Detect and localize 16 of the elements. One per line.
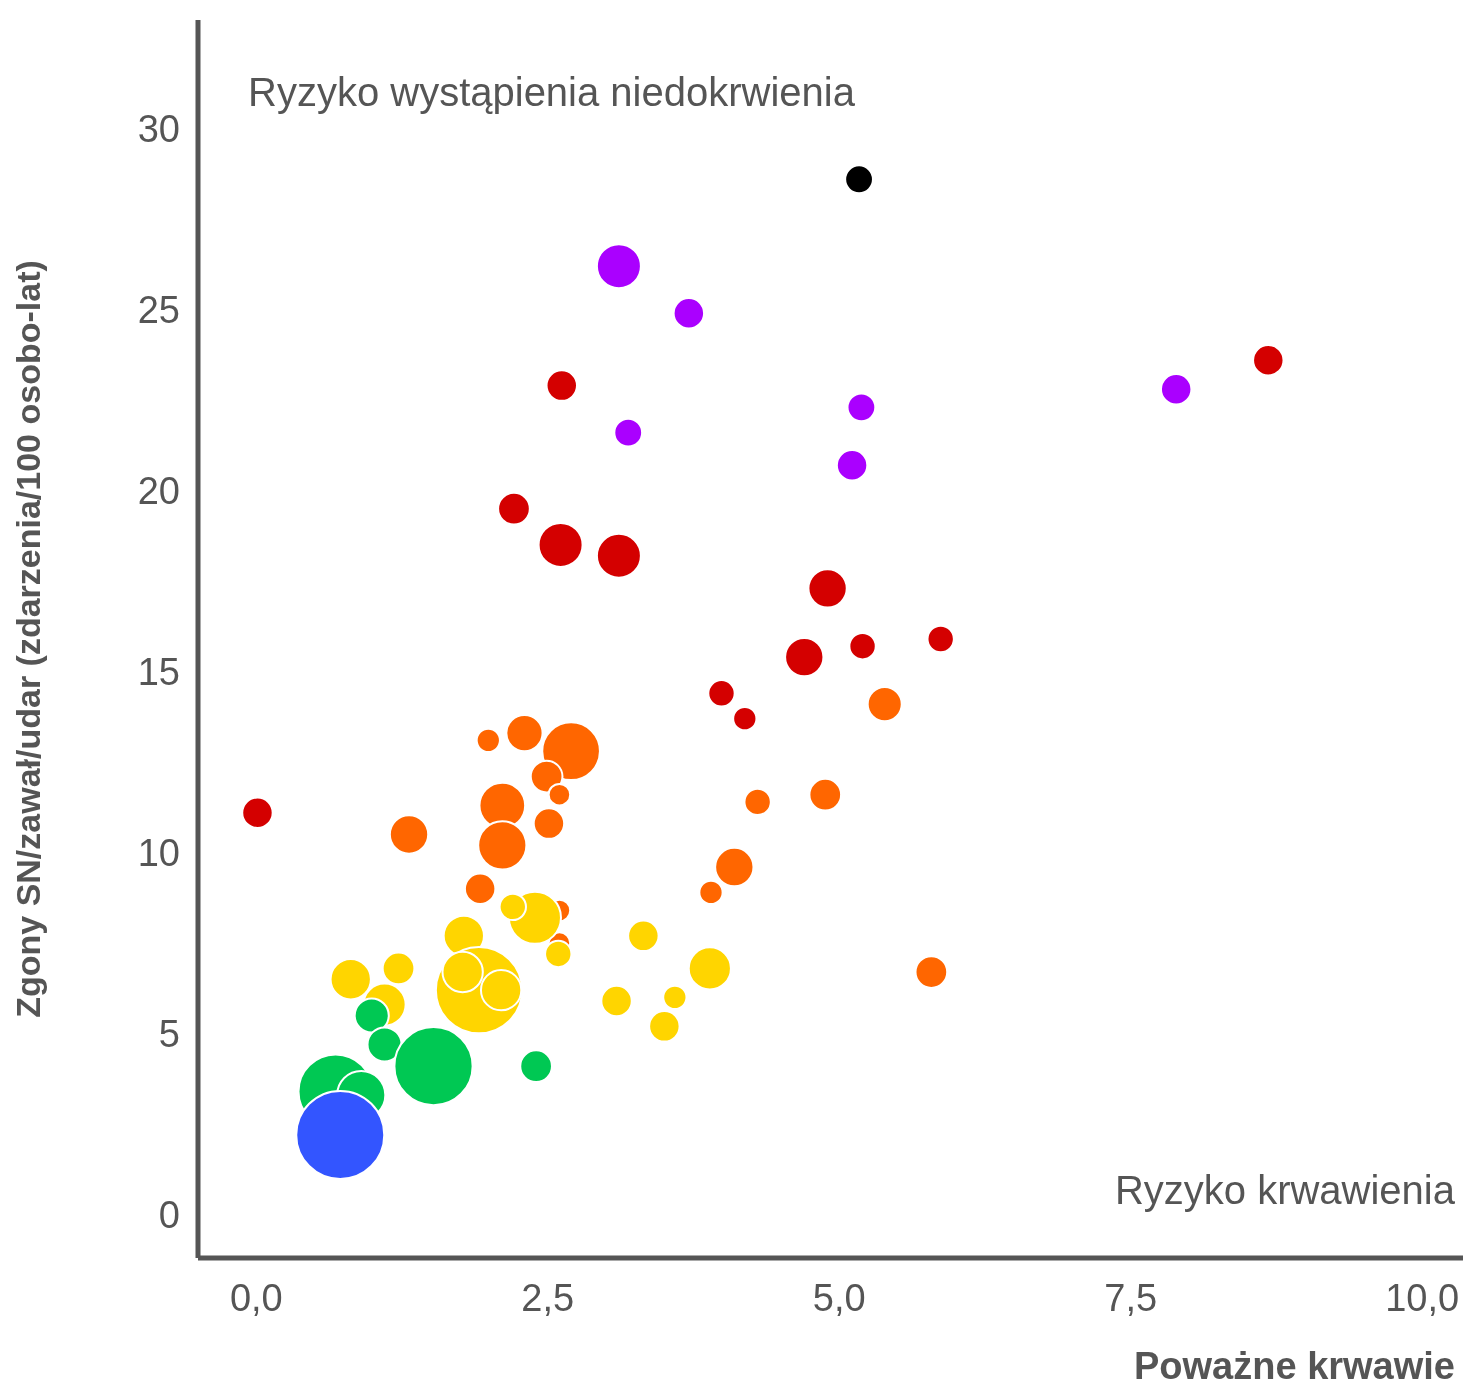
x-tick-label: 5,0 [812, 1276, 866, 1319]
y-axis-title: Zgony SN/zawał/udar (zdarzenia/100 osobo-lat) [9, 260, 48, 1018]
y-tick-label: 5 [158, 1013, 180, 1056]
y-tick-label: 10 [137, 832, 180, 875]
y-tick-label: 25 [137, 289, 180, 332]
y-tick-label: 0 [158, 1194, 180, 1237]
y-tick-label: 20 [137, 470, 180, 513]
x-tick-label: 10,0 [1385, 1276, 1460, 1319]
x-tick-label: 0,0 [229, 1276, 283, 1319]
y-tick-label: 30 [137, 108, 180, 151]
y-tick-label: 15 [137, 651, 180, 694]
annotation: Ryzyko krwawienia [1114, 1168, 1455, 1213]
x-axis-title: Poważne krwawie [1133, 1345, 1455, 1388]
x-tick-label: 7,5 [1104, 1276, 1158, 1319]
annotation: Ryzyko wystąpienia niedokrwienia [248, 70, 855, 115]
x-tick-label: 2,5 [521, 1276, 575, 1319]
